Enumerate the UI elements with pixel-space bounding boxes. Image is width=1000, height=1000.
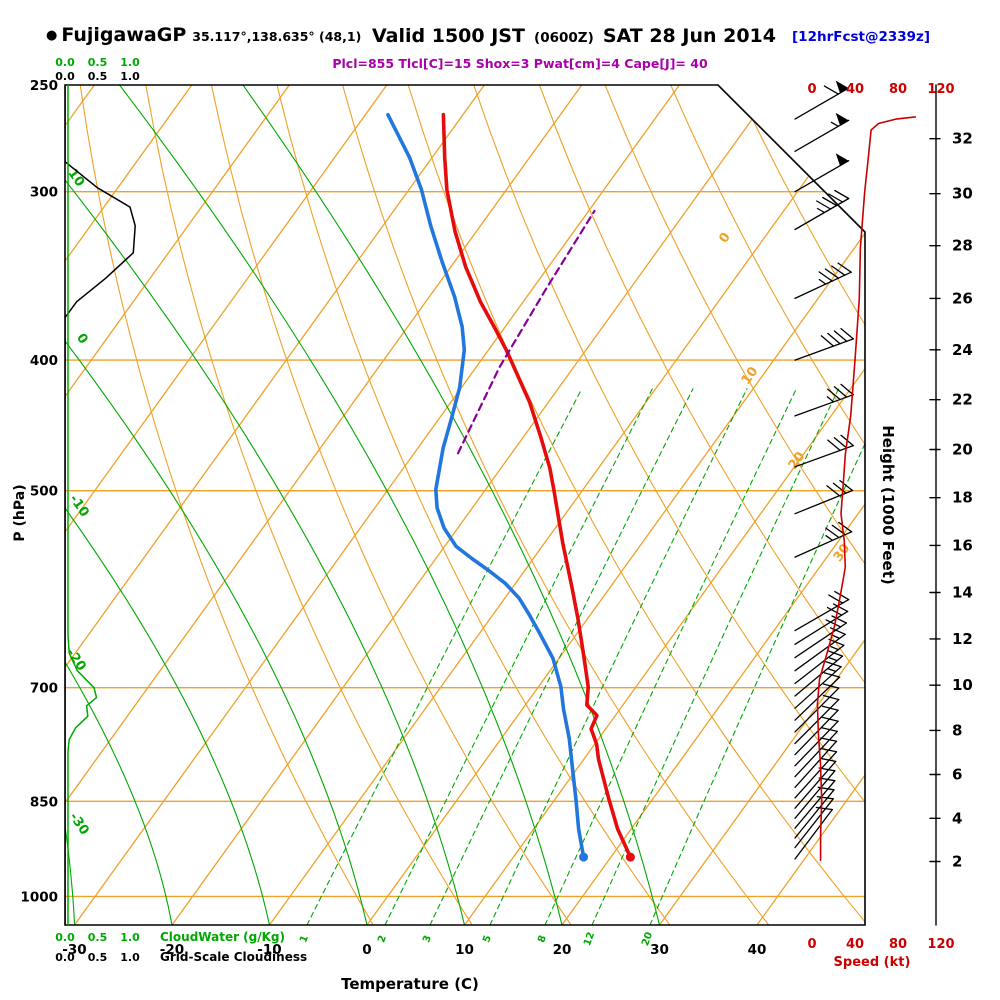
svg-text:2: 2 [376, 934, 389, 944]
svg-text:2: 2 [952, 852, 962, 870]
svg-text:700: 700 [30, 681, 58, 697]
svg-text:0: 0 [807, 937, 816, 952]
svg-text:0.5: 0.5 [88, 951, 108, 964]
svg-text:500: 500 [30, 484, 58, 500]
svg-text:0: 0 [807, 82, 816, 97]
svg-text:850: 850 [30, 794, 58, 810]
svg-text:Grid-Scale Cloudiness: Grid-Scale Cloudiness [160, 950, 307, 964]
svg-text:12: 12 [582, 931, 597, 948]
svg-text:32: 32 [952, 130, 973, 148]
stability-indices-line: Plcl=855 Tlcl[C]=15 Shox=3 Pwat[cm]=4 Ca… [332, 56, 708, 71]
svg-text:14: 14 [952, 584, 973, 602]
height-speed-panel: 2468101214161820222426283032004040808012… [807, 82, 972, 970]
chart-header: ● FujigawaGP 35.117°,138.635° (48,1) [46, 24, 361, 46]
svg-text:1.0: 1.0 [120, 931, 140, 944]
cloud-curves [65, 85, 136, 925]
svg-text:30: 30 [952, 185, 973, 203]
svg-text:10: 10 [952, 676, 973, 694]
svg-text:30: 30 [831, 541, 854, 564]
svg-text:1: 1 [298, 934, 311, 944]
svg-text:80: 80 [889, 82, 907, 97]
svg-text:-30: -30 [62, 942, 86, 958]
svg-text:24: 24 [952, 341, 973, 359]
svg-text:6: 6 [952, 766, 962, 784]
svg-text:10: 10 [455, 942, 474, 958]
svg-text:4: 4 [952, 809, 962, 827]
valid-time-header: Valid 1500 JST (0600Z) SAT 28 Jun 2014 [372, 25, 776, 47]
svg-text:120: 120 [927, 937, 954, 952]
sounding-profiles [386, 112, 635, 862]
cloud-scale-labels: 0.00.00.50.51.01.00.00.00.50.51.01.0Clou… [55, 56, 307, 964]
svg-text:300: 300 [30, 185, 58, 201]
station-coords: 35.117°,138.635° (48,1) [192, 29, 362, 44]
svg-text:0.5: 0.5 [88, 931, 108, 944]
svg-text:-20: -20 [63, 646, 89, 674]
svg-text:0.5: 0.5 [88, 70, 108, 83]
svg-text:8: 8 [952, 721, 962, 739]
svg-text:40: 40 [748, 942, 767, 958]
svg-text:0.0: 0.0 [55, 56, 75, 69]
svg-text:0: 0 [362, 942, 371, 958]
svg-text:18: 18 [952, 489, 973, 507]
svg-text:20: 20 [952, 441, 973, 459]
svg-text:0.0: 0.0 [55, 951, 75, 964]
svg-text:250: 250 [30, 78, 58, 94]
svg-text:Speed (kt): Speed (kt) [834, 955, 911, 970]
valid-date: SAT 28 Jun 2014 [602, 25, 776, 47]
valid-time-utc: (0600Z) [534, 30, 594, 46]
svg-text:40: 40 [846, 82, 864, 97]
svg-text:-30: -30 [66, 810, 92, 838]
svg-text:1000: 1000 [20, 889, 58, 905]
height-axis-title: Height (1000 Feet) [879, 425, 897, 585]
svg-text:1.0: 1.0 [120, 951, 140, 964]
forecast-tag: [12hrFcst@2339z] [792, 29, 931, 45]
station-name: FujigawaGP [61, 24, 187, 46]
svg-text:26: 26 [952, 289, 973, 307]
svg-text:0.0: 0.0 [55, 70, 75, 83]
svg-text:20: 20 [640, 931, 655, 948]
svg-text:0.0: 0.0 [55, 931, 75, 944]
svg-text:CloudWater (g/Kg): CloudWater (g/Kg) [160, 930, 285, 944]
svg-text:10: 10 [739, 364, 762, 387]
skewt-grid [65, 85, 865, 925]
svg-text:20: 20 [553, 942, 572, 958]
svg-text:12: 12 [952, 630, 973, 648]
station-bullet-icon: ● [46, 28, 58, 43]
svg-text:120: 120 [927, 82, 954, 97]
svg-text:0: 0 [73, 331, 90, 347]
pressure-axis-title: P (hPa) [12, 484, 28, 542]
svg-text:0: 0 [716, 230, 733, 246]
valid-time: Valid 1500 JST [372, 25, 525, 47]
svg-text:22: 22 [952, 391, 973, 409]
svg-text:3: 3 [421, 934, 434, 944]
svg-text:1.0: 1.0 [120, 56, 140, 69]
svg-text:5: 5 [481, 934, 494, 944]
svg-text:40: 40 [846, 937, 864, 952]
svg-text:0.5: 0.5 [88, 56, 108, 69]
svg-text:-10: -10 [257, 942, 281, 958]
svg-text:30: 30 [650, 942, 669, 958]
svg-text:1.0: 1.0 [120, 70, 140, 83]
svg-text:28: 28 [952, 237, 973, 255]
svg-text:80: 80 [889, 937, 907, 952]
svg-text:400: 400 [30, 353, 58, 369]
temperature-axis-title: Temperature (C) [341, 975, 479, 993]
svg-text:8: 8 [536, 934, 549, 944]
svg-text:-20: -20 [160, 942, 184, 958]
svg-text:16: 16 [952, 536, 973, 554]
